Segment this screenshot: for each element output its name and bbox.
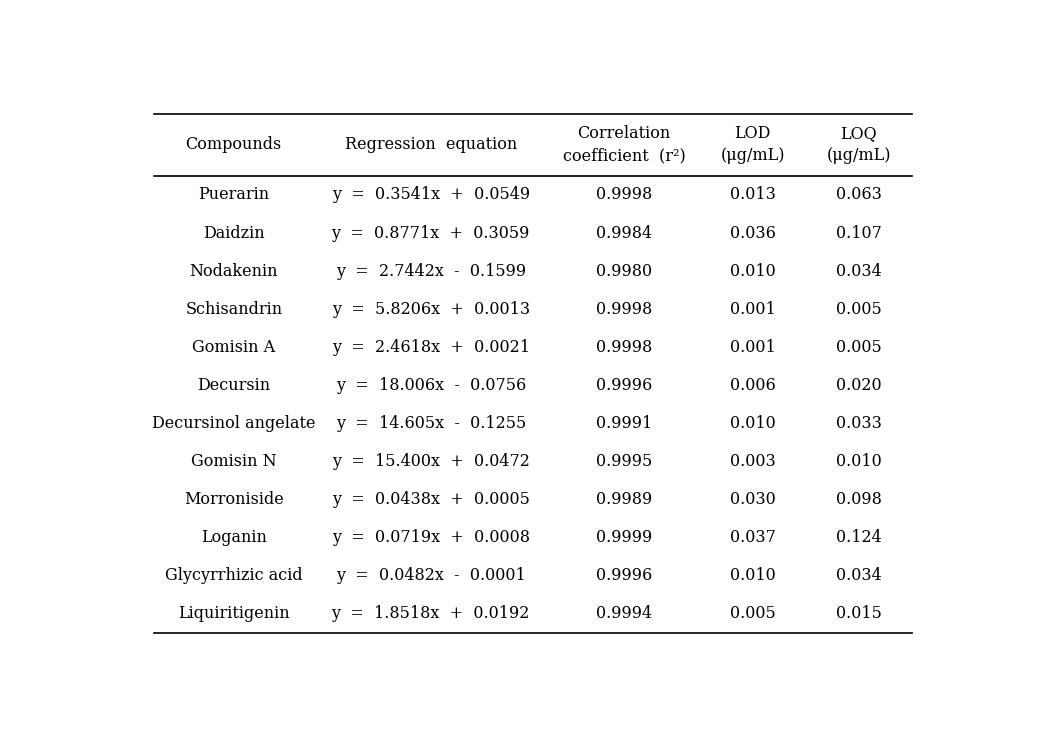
Text: 0.034: 0.034	[836, 567, 882, 584]
Text: 0.006: 0.006	[730, 377, 776, 394]
Text: 0.037: 0.037	[730, 529, 776, 546]
Text: 0.063: 0.063	[836, 187, 882, 204]
Text: 0.005: 0.005	[836, 339, 882, 356]
Text: 0.9998: 0.9998	[596, 339, 652, 356]
Text: y  =  0.8771x  +  0.3059: y = 0.8771x + 0.3059	[332, 224, 530, 242]
Text: 0.107: 0.107	[836, 224, 882, 242]
Text: 0.010: 0.010	[730, 567, 776, 584]
Text: Schisandrin: Schisandrin	[185, 301, 282, 318]
Text: Liquiritigenin: Liquiritigenin	[178, 605, 289, 622]
Text: 0.9989: 0.9989	[596, 491, 652, 508]
Text: Loganin: Loganin	[201, 529, 266, 546]
Text: Regression  equation: Regression equation	[344, 136, 517, 154]
Text: y  =  1.8518x  +  0.0192: y = 1.8518x + 0.0192	[332, 605, 530, 622]
Text: Correlation
coefficient  (r²): Correlation coefficient (r²)	[563, 125, 685, 165]
Text: y  =  0.0719x  +  0.0008: y = 0.0719x + 0.0008	[332, 529, 529, 546]
Text: LOD
(μg/mL): LOD (μg/mL)	[721, 125, 785, 165]
Text: 0.9984: 0.9984	[596, 224, 652, 242]
Text: Glycyrrhizic acid: Glycyrrhizic acid	[165, 567, 303, 584]
Text: LOQ
(μg/mL): LOQ (μg/mL)	[827, 125, 891, 165]
Text: 0.015: 0.015	[836, 605, 882, 622]
Text: Daidzin: Daidzin	[203, 224, 264, 242]
Text: y  =  15.400x  +  0.0472: y = 15.400x + 0.0472	[332, 453, 529, 470]
Text: y  =  0.0482x  -  0.0001: y = 0.0482x - 0.0001	[336, 567, 525, 584]
Text: 0.9996: 0.9996	[596, 377, 652, 394]
Text: y  =  0.0438x  +  0.0005: y = 0.0438x + 0.0005	[332, 491, 529, 508]
Text: 0.033: 0.033	[836, 415, 882, 432]
Text: 0.098: 0.098	[836, 491, 882, 508]
Text: 0.010: 0.010	[836, 453, 882, 470]
Text: 0.9995: 0.9995	[596, 453, 652, 470]
Text: 0.9994: 0.9994	[596, 605, 652, 622]
Text: y  =  18.006x  -  0.0756: y = 18.006x - 0.0756	[336, 377, 526, 394]
Text: 0.010: 0.010	[730, 262, 776, 279]
Text: 0.036: 0.036	[730, 224, 776, 242]
Text: 0.020: 0.020	[836, 377, 882, 394]
Text: Morroniside: Morroniside	[184, 491, 284, 508]
Text: y  =  14.605x  -  0.1255: y = 14.605x - 0.1255	[336, 415, 526, 432]
Text: y  =  2.7442x  -  0.1599: y = 2.7442x - 0.1599	[336, 262, 526, 279]
Text: Compounds: Compounds	[185, 136, 282, 154]
Text: 0.001: 0.001	[730, 301, 776, 318]
Text: Nodakenin: Nodakenin	[189, 262, 278, 279]
Text: 0.001: 0.001	[730, 339, 776, 356]
Text: Puerarin: Puerarin	[199, 187, 269, 204]
Text: 0.013: 0.013	[730, 187, 776, 204]
Text: 0.9998: 0.9998	[596, 187, 652, 204]
Text: 0.005: 0.005	[836, 301, 882, 318]
Text: 0.030: 0.030	[730, 491, 776, 508]
Text: Gomisin A: Gomisin A	[192, 339, 276, 356]
Text: 0.010: 0.010	[730, 415, 776, 432]
Text: y  =  0.3541x  +  0.0549: y = 0.3541x + 0.0549	[332, 187, 529, 204]
Text: 0.9999: 0.9999	[596, 529, 652, 546]
Text: Decursin: Decursin	[198, 377, 270, 394]
Text: 0.005: 0.005	[730, 605, 776, 622]
Text: 0.034: 0.034	[836, 262, 882, 279]
Text: y  =  2.4618x  +  0.0021: y = 2.4618x + 0.0021	[332, 339, 529, 356]
Text: Decursinol angelate: Decursinol angelate	[152, 415, 315, 432]
Text: 0.9980: 0.9980	[596, 262, 652, 279]
Text: Gomisin N: Gomisin N	[191, 453, 277, 470]
Text: y  =  5.8206x  +  0.0013: y = 5.8206x + 0.0013	[332, 301, 529, 318]
Text: 0.9996: 0.9996	[596, 567, 652, 584]
Text: 0.124: 0.124	[836, 529, 882, 546]
Text: 0.003: 0.003	[730, 453, 776, 470]
Text: 0.9998: 0.9998	[596, 301, 652, 318]
Text: 0.9991: 0.9991	[596, 415, 652, 432]
